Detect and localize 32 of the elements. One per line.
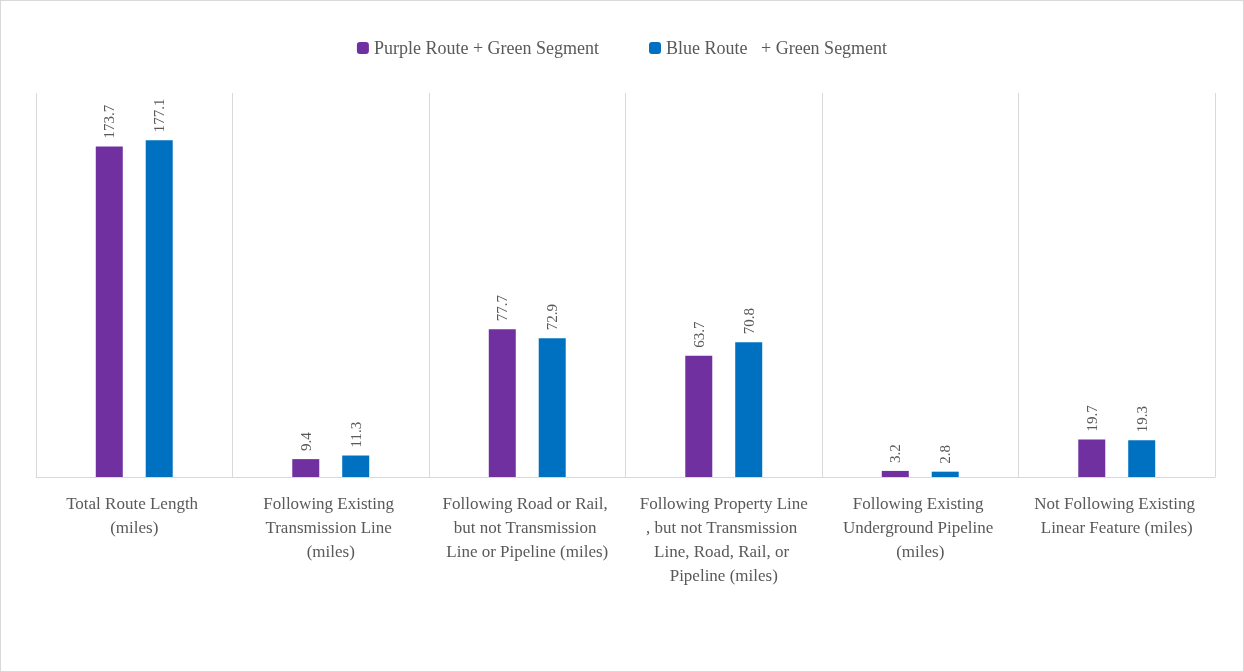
data-label: 63.7 bbox=[690, 321, 707, 348]
x-tick-label: Following Existing Transmission Line (miles) bbox=[263, 493, 399, 561]
bar bbox=[881, 470, 909, 477]
data-label: 3.2 bbox=[887, 444, 904, 463]
data-label: 19.7 bbox=[1083, 404, 1100, 432]
data-label: 70.8 bbox=[740, 308, 757, 335]
data-label: 2.8 bbox=[937, 444, 954, 464]
data-label: 173.7 bbox=[101, 104, 118, 139]
data-label: 11.3 bbox=[347, 421, 364, 448]
bar bbox=[685, 355, 713, 477]
bar bbox=[1078, 439, 1106, 477]
x-tick-label: Total Route Length (miles) bbox=[66, 493, 203, 537]
x-tick-label: Following Property Line, but not Transmission Line, Road, Rail, or Pipeline (miles) bbox=[639, 493, 808, 585]
bar bbox=[488, 329, 516, 477]
legend-label: Blue Route + Green Segment bbox=[666, 38, 888, 58]
x-tick-label: Not Following Existing Linear Feature (miles) bbox=[1034, 493, 1200, 537]
bar bbox=[342, 455, 370, 477]
x-tick-label: Following Road or Rail, but not Transmission Line or Pipeline (miles) bbox=[442, 493, 613, 561]
x-tick-label: Following Existing Underground Pipeline (miles) bbox=[842, 493, 998, 561]
data-label: 72.9 bbox=[544, 304, 561, 331]
bar bbox=[95, 146, 123, 477]
data-label: 19.3 bbox=[1133, 406, 1150, 433]
bar bbox=[931, 471, 959, 477]
bar bbox=[292, 459, 320, 477]
bar bbox=[145, 140, 173, 477]
data-label: 177.1 bbox=[151, 98, 168, 133]
data-label: 9.4 bbox=[297, 431, 314, 452]
legend-label: Purple Route + Green Segment bbox=[373, 38, 599, 58]
bar bbox=[1128, 440, 1156, 477]
bar bbox=[735, 342, 763, 477]
bar bbox=[538, 338, 566, 477]
data-label: 77.7 bbox=[494, 294, 511, 322]
